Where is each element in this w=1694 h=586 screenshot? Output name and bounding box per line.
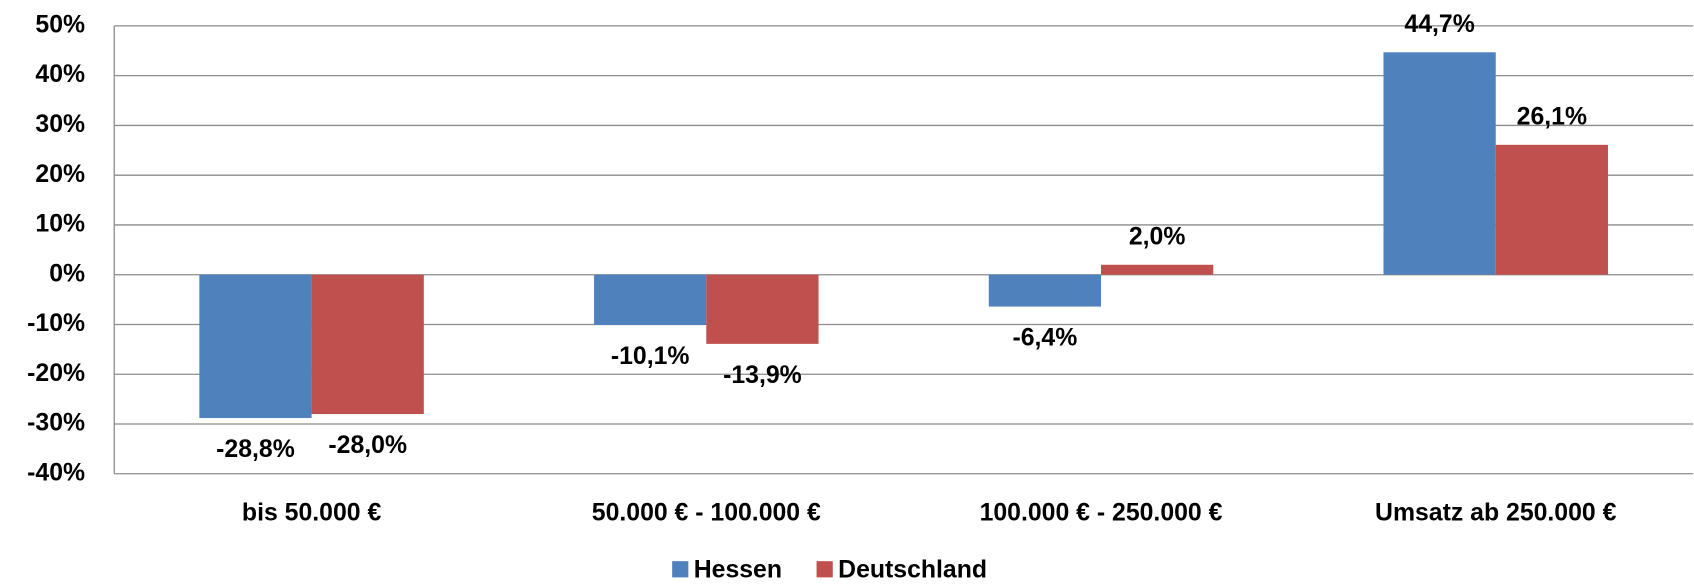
- x-tick-label: 50.000 € - 100.000 €: [592, 499, 821, 526]
- data-label: -6,4%: [1012, 325, 1077, 352]
- y-tick-label: -10%: [27, 310, 85, 337]
- legend-label: Hessen: [694, 556, 782, 583]
- y-tick-label: 0%: [49, 260, 85, 287]
- legend-swatch: [816, 561, 833, 578]
- data-label: -10,1%: [611, 343, 690, 370]
- y-tick-label: 10%: [35, 211, 85, 238]
- y-tick-label: -40%: [27, 459, 85, 486]
- y-tick-label: 20%: [35, 161, 85, 188]
- data-label: 26,1%: [1517, 103, 1587, 130]
- x-tick-label: Umsatz ab 250.000 €: [1375, 499, 1617, 526]
- bar: [1383, 52, 1496, 275]
- data-label: 44,7%: [1404, 11, 1474, 38]
- y-tick-label: 40%: [35, 61, 85, 88]
- y-tick-label: 50%: [35, 11, 85, 38]
- bar: [1101, 264, 1214, 275]
- legend-label: Deutschland: [838, 556, 987, 583]
- legend-swatch: [672, 561, 689, 578]
- data-label: -28,8%: [216, 436, 295, 463]
- bar: [199, 274, 312, 419]
- y-tick-label: -20%: [27, 360, 85, 387]
- bar: [988, 274, 1102, 307]
- bar: [1495, 144, 1608, 275]
- bar: [311, 274, 424, 415]
- data-label: -28,0%: [328, 432, 407, 459]
- data-label: 2,0%: [1129, 223, 1186, 250]
- bar: [706, 274, 819, 344]
- data-label: -13,9%: [723, 362, 802, 389]
- x-tick-label: 100.000 € - 250.000 €: [980, 499, 1223, 526]
- y-tick-label: 30%: [35, 111, 85, 138]
- y-tick-label: -30%: [27, 410, 85, 437]
- x-tick-label: bis 50.000 €: [242, 499, 382, 526]
- bar: [594, 274, 707, 325]
